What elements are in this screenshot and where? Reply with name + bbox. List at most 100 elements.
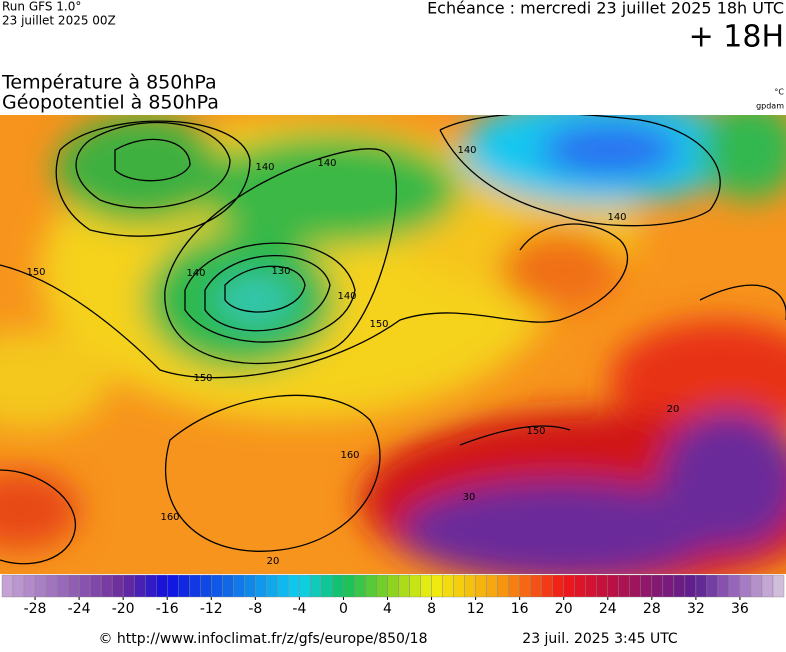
run-date: 23 juillet 2025 00Z — [2, 14, 116, 28]
colorbar-swatch — [761, 574, 774, 598]
colorbar-swatch — [651, 574, 664, 598]
contour-labels: 140 140 140 140 140 140 130 150 150 150 … — [26, 145, 679, 567]
colorbar-swatch — [596, 574, 608, 598]
colorbar-tick-label: 4 — [383, 601, 392, 617]
colorbar-tick-label: -16 — [156, 601, 179, 617]
colorbar-tick-label: 8 — [427, 601, 436, 617]
colorbar-swatch — [255, 574, 267, 598]
colorbar-swatch — [541, 574, 553, 598]
forecast-time: Echéance : mercredi 23 juillet 2025 18h … — [427, 0, 784, 18]
colorbar-swatch — [508, 574, 520, 598]
colorbar-swatch — [222, 574, 234, 598]
colorbar-swatch — [662, 574, 675, 598]
colorbar-swatch — [133, 574, 146, 598]
colorbar-swatch — [23, 574, 36, 598]
colorbar-swatch — [409, 574, 421, 598]
colorbar-swatch — [563, 574, 575, 598]
colorbar-tick-label: 32 — [687, 601, 705, 617]
run: Run GFS 1.0° — [2, 0, 81, 14]
unit-geopotential: gpdam — [756, 102, 784, 111]
colorbar-swatch — [739, 574, 752, 598]
colorbar-swatch — [585, 574, 597, 598]
footer-url: © http://www.infoclimat.fr/z/gfs/europe/… — [98, 631, 427, 647]
colorbar-swatch — [442, 574, 454, 598]
colorbar-swatch — [618, 574, 631, 598]
colorbar-tick-label: -20 — [112, 601, 135, 617]
map — [0, 115, 786, 574]
colorbar-swatch — [519, 574, 531, 598]
colorbar-swatch — [100, 574, 113, 598]
colorbar-swatch — [486, 574, 498, 598]
colorbar-swatch — [387, 574, 399, 598]
contour-label: 140 — [457, 145, 476, 156]
colorbar-swatch — [12, 574, 25, 598]
colorbar-swatch — [420, 574, 432, 598]
colorbar-swatch — [277, 574, 289, 598]
colorbar-tick-label: 0 — [339, 601, 348, 617]
colorbar-swatch — [640, 574, 653, 598]
colorbar-swatch — [398, 574, 410, 598]
colorbar-tick-label: 20 — [555, 601, 573, 617]
colorbar-swatch — [453, 574, 465, 598]
colorbar-swatch — [332, 574, 344, 598]
colorbar-swatch — [89, 574, 102, 598]
colorbar-swatch — [122, 574, 135, 598]
colorbar-swatch — [431, 574, 443, 598]
lead-time: + 18H — [689, 20, 784, 55]
colorbar-swatch — [34, 574, 47, 598]
unit-temperature: °C — [774, 88, 784, 97]
contour-label: 20 — [667, 404, 680, 415]
colorbar-swatch — [310, 574, 322, 598]
colorbar-swatch — [365, 574, 377, 598]
colorbar-swatch — [475, 574, 487, 598]
colorbar-swatch — [1, 574, 14, 598]
colorbar-swatch — [178, 574, 190, 598]
contour-label: 140 — [255, 162, 274, 173]
colorbar-tick-label: 36 — [731, 601, 749, 617]
colorbar-swatch — [244, 574, 256, 598]
colorbar-swatch — [211, 574, 223, 598]
colorbar-swatch — [376, 574, 388, 598]
colorbar-swatch — [673, 574, 686, 598]
contour-label: 140 — [607, 212, 626, 223]
colorbar-tick-label: -12 — [200, 601, 223, 617]
colorbar-swatch — [343, 574, 355, 598]
colorbar-tick-label: 16 — [511, 601, 529, 617]
colorbar-swatch — [200, 574, 212, 598]
colorbar-swatch — [574, 574, 586, 598]
contour-label: 160 — [160, 512, 179, 523]
colorbar-swatch — [552, 574, 564, 598]
colorbar-tick-label: -24 — [68, 601, 91, 617]
colorbar-swatch — [354, 574, 366, 598]
colorbar-swatch — [288, 574, 300, 598]
colorbar-tick-label: 28 — [643, 601, 661, 617]
title-geopotential: Géopotentiel à 850hPa — [2, 92, 219, 114]
colorbar-swatch — [464, 574, 476, 598]
contour-label: 130 — [271, 266, 290, 277]
colorbar-swatch — [497, 574, 509, 598]
contour-label: 140 — [337, 291, 356, 302]
contour-label: 160 — [340, 450, 359, 461]
colorbar-swatch — [684, 574, 697, 598]
contour-label: 150 — [193, 373, 212, 384]
colorbar-tick-label: 12 — [467, 601, 485, 617]
colorbar-swatch — [717, 574, 730, 598]
colorbar-swatch — [189, 574, 201, 598]
colorbar-swatch — [45, 574, 58, 598]
colorbar-swatch — [728, 574, 741, 598]
colorbar-swatch — [233, 574, 245, 598]
title-temperature: Température à 850hPa — [1, 72, 217, 94]
contour-label: 140 — [186, 268, 205, 279]
contour-label: 150 — [369, 319, 388, 330]
colorbar-swatch — [266, 574, 278, 598]
colorbar: -28 -24 -20 -16 -12 -8 -4 0 4 8 12 16 20 24 28 32 36 — [1, 574, 785, 617]
contour-label: 150 — [526, 426, 545, 437]
contour-label: 150 — [26, 267, 45, 278]
colorbar-swatch — [530, 574, 542, 598]
colorbar-swatch — [56, 574, 69, 598]
colorbar-swatch — [78, 574, 91, 598]
colorbar-tick-label: 24 — [599, 601, 617, 617]
colorbar-swatch — [695, 574, 708, 598]
colorbar-tick-label: -8 — [248, 601, 262, 617]
contour-label: 20 — [267, 556, 280, 567]
